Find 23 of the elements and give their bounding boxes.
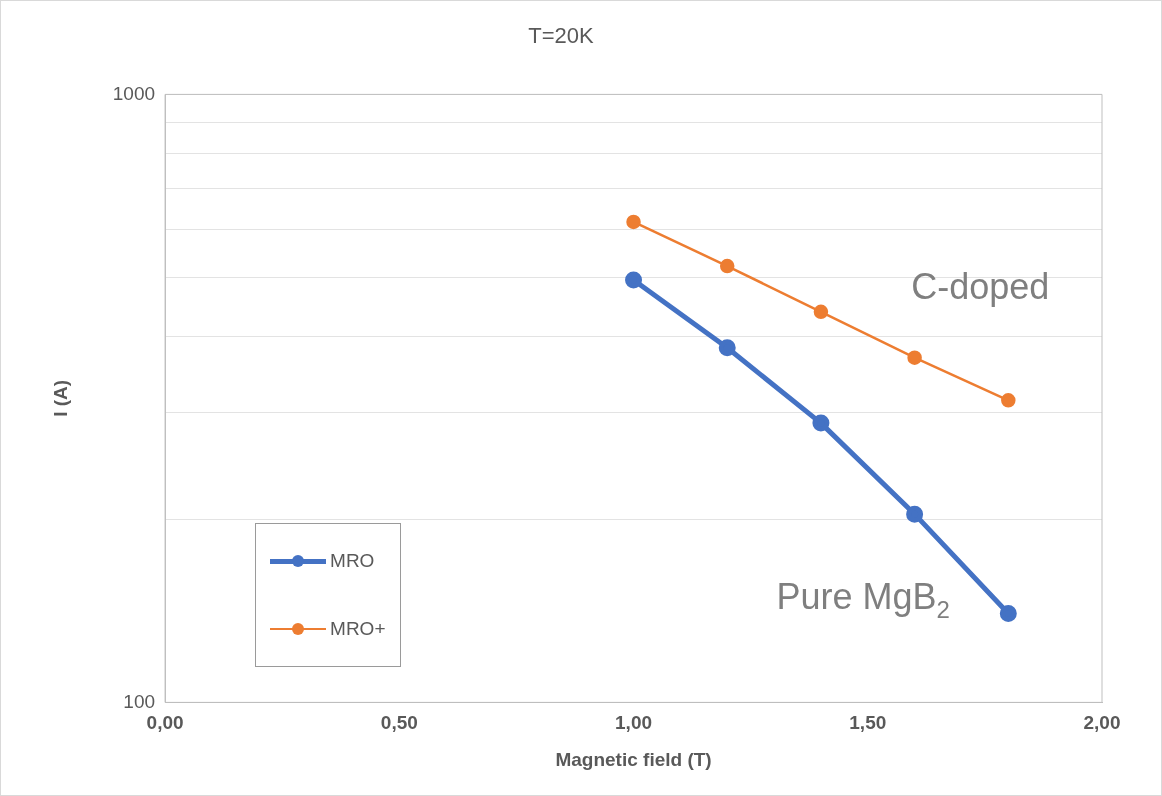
- y-axis-title: I (A): [49, 379, 71, 417]
- y-tick-label: 1000: [112, 82, 156, 104]
- point: [1001, 393, 1016, 408]
- annotation: C-doped: [911, 265, 1050, 307]
- point: [625, 271, 643, 289]
- point: [999, 605, 1017, 623]
- point: [626, 214, 641, 230]
- x-tick-label: 0,00: [146, 712, 184, 734]
- point: [906, 505, 924, 523]
- legend-label: MRO: [330, 550, 375, 573]
- y-tick-label: 100: [123, 690, 156, 712]
- x-tick-label: 0,50: [380, 712, 418, 734]
- point: [812, 414, 830, 432]
- point: [907, 350, 922, 365]
- x-tick-label: 2,00: [1083, 712, 1121, 734]
- point: [719, 258, 735, 274]
- x-axis-title: Magnetic field (T): [555, 748, 712, 770]
- legend-label: MRO+: [330, 618, 386, 641]
- point: [718, 339, 736, 357]
- point: [813, 304, 829, 320]
- chart-title: T=20K: [528, 23, 595, 49]
- x-tick-label: 1,00: [615, 712, 653, 734]
- x-tick-label: 1,50: [849, 712, 887, 734]
